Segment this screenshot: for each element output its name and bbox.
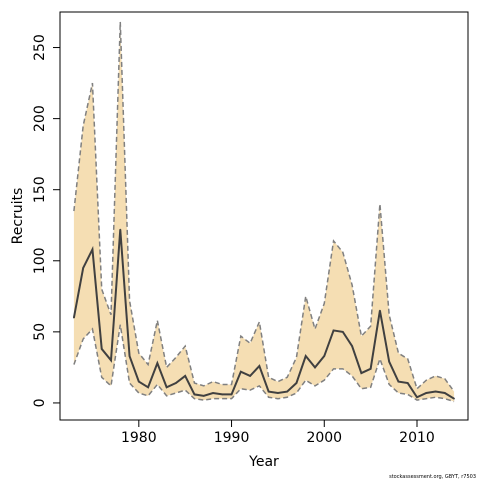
y-tick-label: 150 <box>32 176 48 203</box>
median-point <box>314 366 316 369</box>
median-point <box>249 375 251 377</box>
median-point <box>221 393 224 396</box>
y-tick-label: 0 <box>32 398 48 407</box>
y-axis-title: Recruits <box>10 188 26 245</box>
median-point <box>277 392 279 394</box>
median-point <box>230 393 233 396</box>
median-point <box>258 365 261 367</box>
x-tick-label: 2000 <box>306 430 342 446</box>
y-tick-label: 50 <box>32 323 48 341</box>
median-point <box>100 348 103 350</box>
median-point <box>165 386 168 389</box>
median-point <box>212 392 214 394</box>
median-point <box>425 392 428 394</box>
median-point <box>202 395 205 397</box>
median-point <box>82 267 84 269</box>
median-point <box>351 345 353 347</box>
y-tick-label: 100 <box>32 247 48 274</box>
median-point <box>295 382 298 384</box>
median-point <box>342 331 344 333</box>
x-tick-label: 1990 <box>214 430 250 446</box>
median-point <box>304 355 307 357</box>
median-point <box>267 390 270 393</box>
upper-bound-line <box>73 21 455 393</box>
median-point <box>397 380 400 383</box>
x-axis: 1980 1990 2000 2010 <box>121 420 435 446</box>
median-point <box>184 375 186 377</box>
median-point <box>73 316 75 319</box>
median-line <box>72 229 455 400</box>
median-point <box>156 362 159 364</box>
median-point <box>147 386 149 389</box>
median-point <box>323 355 326 357</box>
median-point <box>286 390 288 393</box>
confidence-band <box>73 21 455 402</box>
x-axis-title: Year <box>248 454 279 470</box>
y-tick-label: 250 <box>32 34 48 61</box>
median-point <box>332 329 335 332</box>
median-point <box>416 396 418 399</box>
median-point <box>369 368 372 370</box>
y-axis: 0 50 100 150 200 250 <box>32 34 60 407</box>
median-point <box>444 392 446 394</box>
confidence-band-layer <box>73 21 455 403</box>
median-line-layer <box>72 228 455 400</box>
x-tick-label: 1980 <box>121 430 157 446</box>
median-point <box>406 382 409 384</box>
median-point <box>138 380 140 383</box>
median-point <box>240 370 242 373</box>
median-point <box>110 359 112 362</box>
x-tick-label: 2010 <box>399 430 435 446</box>
lower-bound-line <box>73 324 455 403</box>
median-point <box>91 248 94 251</box>
plot-frame <box>59 11 469 421</box>
median-point <box>434 390 437 393</box>
median-point <box>360 372 363 374</box>
median-point <box>388 360 390 363</box>
median-point <box>175 382 177 384</box>
median-point <box>119 228 122 231</box>
median-point <box>453 397 455 400</box>
credit-text: stockassessment.org, GBYT, r7503 <box>389 474 476 480</box>
median-point <box>193 393 196 396</box>
median-point <box>128 355 131 357</box>
median-point <box>379 309 381 312</box>
y-tick-label: 200 <box>32 105 48 132</box>
